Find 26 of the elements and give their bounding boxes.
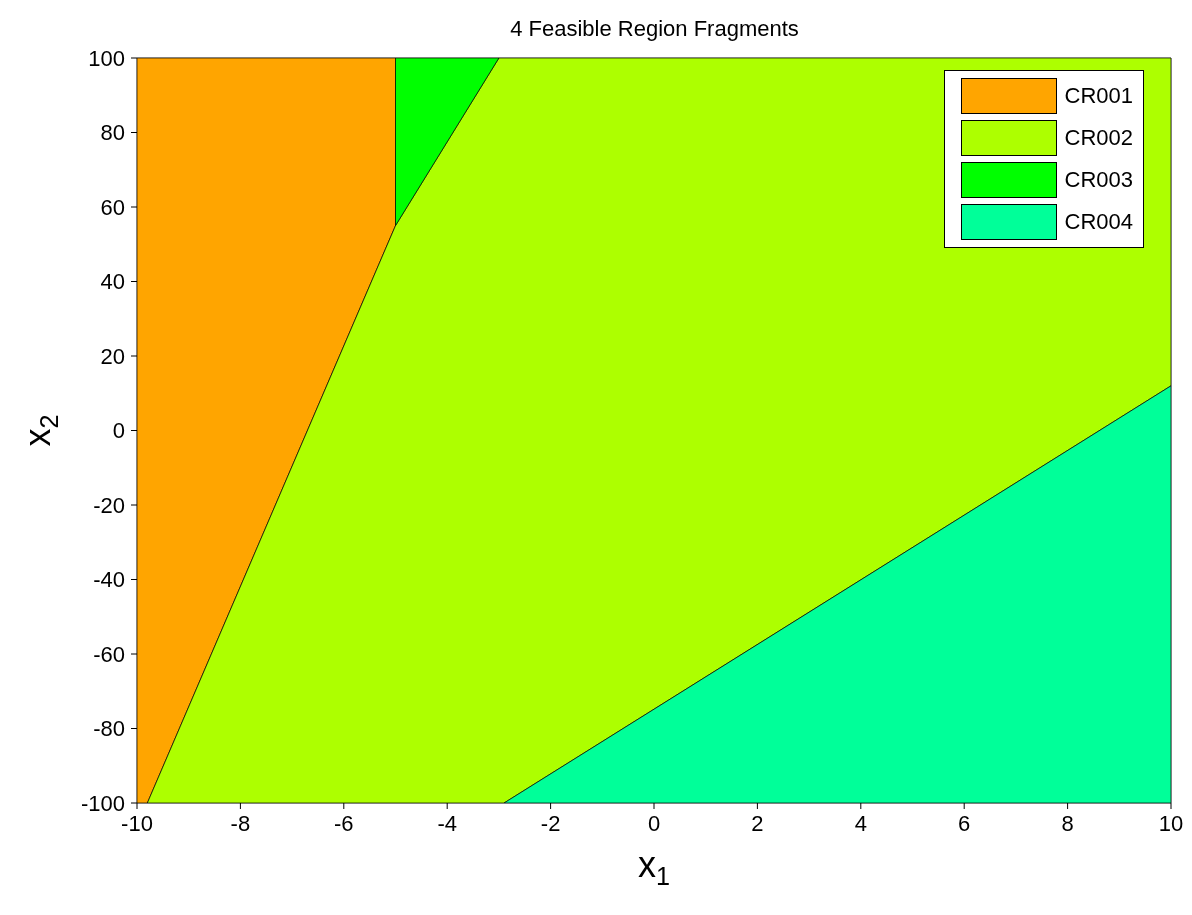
y-tick-label: -20 (93, 492, 125, 518)
y-tick-label: 0 (112, 418, 125, 444)
y-tick-label: -60 (93, 641, 125, 667)
chart-title: 4 Feasible Region Fragments (509, 16, 800, 42)
y-tick-label: 60 (100, 194, 125, 220)
y-tick-label: -40 (93, 567, 125, 593)
legend-label: CR002 (1064, 125, 1133, 151)
x-tick-label: -4 (437, 810, 457, 836)
x-tick-label: 0 (647, 810, 661, 836)
x-tick-label: -2 (540, 810, 561, 836)
y-tick-label: 20 (100, 343, 125, 369)
y-tick-label: 100 (88, 45, 125, 71)
y-tick-label: 80 (100, 120, 125, 146)
legend-label: CR003 (1064, 167, 1133, 193)
y-tick-label: -80 (93, 716, 125, 742)
x-axis-title: x$_{1}$ (637, 844, 671, 890)
x-tick-label: 4 (854, 810, 867, 836)
x-tick-label: 10 (1158, 810, 1184, 836)
x-tick-label: 8 (1061, 810, 1074, 836)
x-tick-label: -6 (334, 810, 354, 836)
legend-label: CR001 (1064, 83, 1133, 109)
x-tick-label: 2 (751, 810, 764, 836)
legend-label: CR004 (1064, 209, 1133, 235)
y-tick-label: 40 (100, 269, 125, 295)
x-tick-label: 6 (958, 810, 971, 836)
x-tick-label: -8 (230, 810, 251, 836)
